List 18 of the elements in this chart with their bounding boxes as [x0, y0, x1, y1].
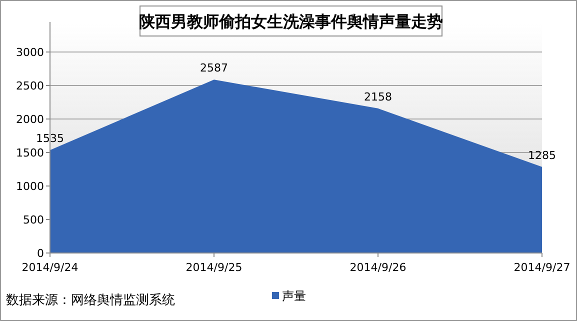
y-tick-label: 2000 — [16, 113, 44, 126]
x-tick-label: 2014/9/26 — [350, 261, 406, 274]
data-label: 2587 — [200, 62, 228, 75]
y-tick-label: 1500 — [16, 146, 44, 160]
y-tick-label: 0 — [37, 247, 44, 260]
data-label: 2158 — [364, 90, 392, 104]
y-tick-label: 3000 — [16, 46, 44, 59]
data-label: 1285 — [528, 148, 556, 162]
x-tick-label: 2014/9/24 — [22, 261, 78, 274]
y-tick-label: 500 — [23, 214, 44, 226]
x-tick-label: 2014/9/25 — [186, 261, 242, 274]
y-tick-label: 2500 — [16, 80, 44, 92]
data-label: 1535 — [36, 132, 64, 146]
x-tick-label: 2014/9/27 — [514, 261, 570, 274]
y-tick-label: 1000 — [16, 180, 44, 193]
source-note: 数据来源：网络舆情监测系统 — [6, 293, 175, 308]
chart-title: 陕西男教师偷拍女生洗澡事件舆情声量走势 — [139, 13, 443, 31]
legend-label: 声量 — [282, 289, 306, 303]
